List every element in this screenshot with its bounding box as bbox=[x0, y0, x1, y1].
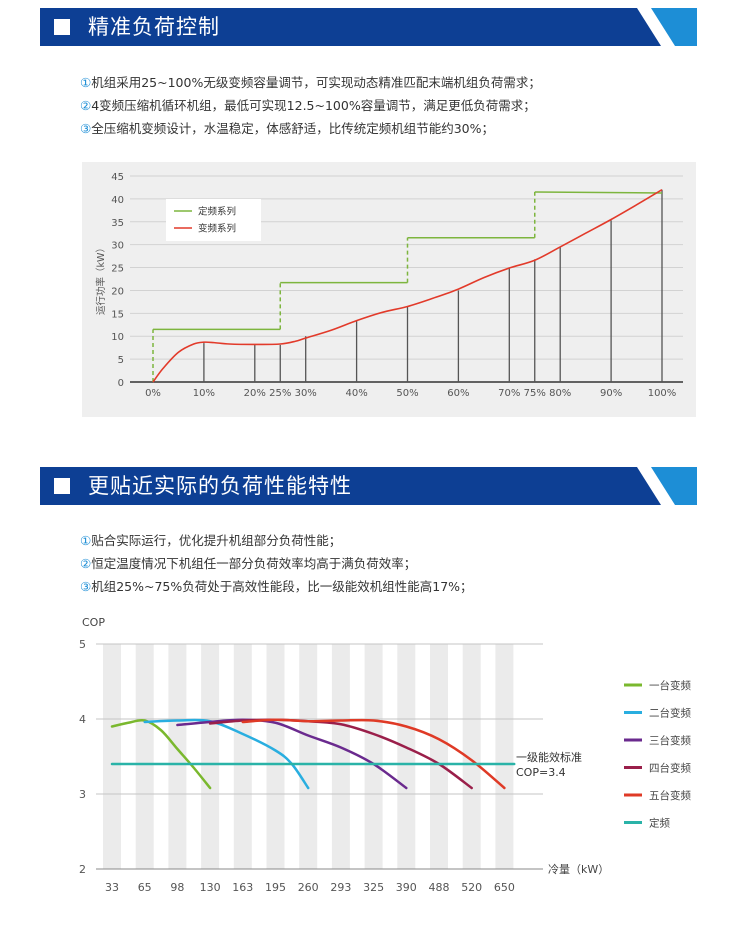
series-line bbox=[241, 718, 506, 790]
x-tick-label: 520 bbox=[461, 881, 482, 894]
list-item: ③机组25%~75%负荷处于高效性能段，比一级能效机组性能高17%； bbox=[80, 579, 473, 594]
column-stripe bbox=[135, 644, 154, 869]
column-stripe bbox=[462, 644, 481, 869]
x-tick-label: 98 bbox=[170, 881, 184, 894]
x-tick-label: 293 bbox=[330, 881, 351, 894]
x-tick-label: 325 bbox=[363, 881, 384, 894]
y-tick-label: 5 bbox=[118, 355, 124, 366]
column-stripe bbox=[201, 644, 220, 869]
y-tick-label: 40 bbox=[111, 195, 124, 206]
x-tick-label: 390 bbox=[396, 881, 417, 894]
x-tick-label: 33 bbox=[105, 881, 119, 894]
y-tick-label: 30 bbox=[111, 241, 124, 252]
column-stripe bbox=[397, 644, 416, 869]
y-tick-label: 20 bbox=[111, 286, 124, 297]
legend-label: 定频 bbox=[649, 817, 670, 830]
y-tick-label: 45 bbox=[111, 172, 124, 183]
section-title: 精准负荷控制 bbox=[88, 15, 220, 39]
column-stripe bbox=[495, 644, 514, 869]
corner-stripe-icon bbox=[637, 467, 697, 505]
fixed-freq-step bbox=[534, 191, 663, 194]
column-stripe bbox=[103, 644, 121, 869]
list-item: ②4变频压缩机循环机组，最低可实现12.5~100%容量调节，满足更低负荷需求； bbox=[80, 98, 536, 113]
corner-stripe-icon bbox=[637, 8, 697, 46]
x-tick-label: 20% bbox=[244, 388, 266, 399]
series-line bbox=[110, 718, 212, 790]
x-tick-label: 70% bbox=[498, 388, 520, 399]
x-tick-label: 195 bbox=[265, 881, 286, 894]
variable-freq-line bbox=[152, 189, 663, 383]
x-tick-label: 80% bbox=[549, 388, 571, 399]
y-tick-label: 5 bbox=[79, 638, 86, 651]
x-tick-label: 100% bbox=[648, 388, 677, 399]
x-tick-label: 0% bbox=[145, 388, 161, 399]
column-stripe bbox=[331, 644, 350, 869]
x-tick-label: 163 bbox=[232, 881, 253, 894]
x-tick-label: 50% bbox=[396, 388, 418, 399]
y-tick-label: 2 bbox=[79, 863, 86, 876]
x-tick-label: 10% bbox=[193, 388, 215, 399]
legend-box bbox=[166, 199, 261, 241]
legend-label: 四台变频 bbox=[649, 762, 691, 775]
list-item: ①贴合实际运行，优化提升机组部分负荷性能； bbox=[80, 533, 342, 548]
legend-label: 二台变频 bbox=[649, 707, 691, 720]
legend-label: 一台变频 bbox=[649, 679, 691, 692]
feature-list-2: ①贴合实际运行，优化提升机组部分负荷性能； ②恒定温度情况下机组任一部分负荷效率… bbox=[80, 529, 473, 598]
feature-list-1: ①机组采用25~100%无级变频容量调节，可实现动态精准匹配末端机组负荷需求； … bbox=[80, 71, 541, 140]
y-axis-label: 运行功率（kW） bbox=[95, 243, 107, 315]
legend-label: 定频系列 bbox=[198, 206, 236, 218]
x-axis-label: 冷量（kW） bbox=[548, 863, 609, 876]
x-tick-label: 65 bbox=[138, 881, 152, 894]
x-tick-label: 130 bbox=[200, 881, 221, 894]
y-tick-label: 0 bbox=[118, 378, 124, 389]
x-tick-label: 30% bbox=[295, 388, 317, 399]
column-stripe bbox=[364, 644, 383, 869]
y-tick-label: 10 bbox=[111, 332, 124, 343]
square-bullet-icon bbox=[54, 478, 70, 494]
legend-label: 变频系列 bbox=[198, 223, 236, 235]
section-banner-1: 精准负荷控制 bbox=[40, 8, 697, 46]
column-stripe bbox=[233, 644, 252, 869]
column-stripe bbox=[168, 644, 187, 869]
column-stripe bbox=[266, 644, 285, 869]
y-tick-label: 3 bbox=[79, 788, 86, 801]
x-tick-label: 650 bbox=[494, 881, 515, 894]
section-title: 更贴近实际的负荷性能特性 bbox=[88, 474, 352, 498]
x-tick-label: 60% bbox=[447, 388, 469, 399]
annotation-title: 一级能效标准 bbox=[516, 750, 582, 764]
x-tick-label: 25% bbox=[269, 388, 291, 399]
column-stripe bbox=[430, 644, 448, 869]
y-axis-label: COP bbox=[82, 616, 105, 629]
y-tick-label: 25 bbox=[111, 264, 124, 275]
list-item: ③全压缩机变频设计，水温稳定，体感舒适，比传统定频机组节能约30%； bbox=[80, 121, 495, 136]
square-bullet-icon bbox=[54, 19, 70, 35]
x-tick-label: 40% bbox=[345, 388, 367, 399]
column-stripe bbox=[299, 644, 318, 869]
list-item: ①机组采用25~100%无级变频容量调节，可实现动态精准匹配末端机组负荷需求； bbox=[80, 75, 541, 90]
legend-label: 三台变频 bbox=[649, 734, 691, 747]
section-banner-2: 更贴近实际的负荷性能特性 bbox=[40, 467, 697, 505]
x-tick-label: 90% bbox=[600, 388, 622, 399]
y-tick-label: 4 bbox=[79, 713, 86, 726]
list-item: ②恒定温度情况下机组任一部分负荷效率均高于满负荷效率； bbox=[80, 556, 417, 571]
y-tick-label: 35 bbox=[111, 218, 124, 229]
x-tick-label: 260 bbox=[298, 881, 319, 894]
legend-label: 五台变频 bbox=[649, 789, 691, 802]
x-tick-label: 488 bbox=[429, 881, 450, 894]
series-line bbox=[176, 718, 408, 790]
y-tick-label: 15 bbox=[111, 309, 124, 320]
x-tick-label: 75% bbox=[524, 388, 546, 399]
annotation-value: COP=3.4 bbox=[516, 766, 566, 779]
